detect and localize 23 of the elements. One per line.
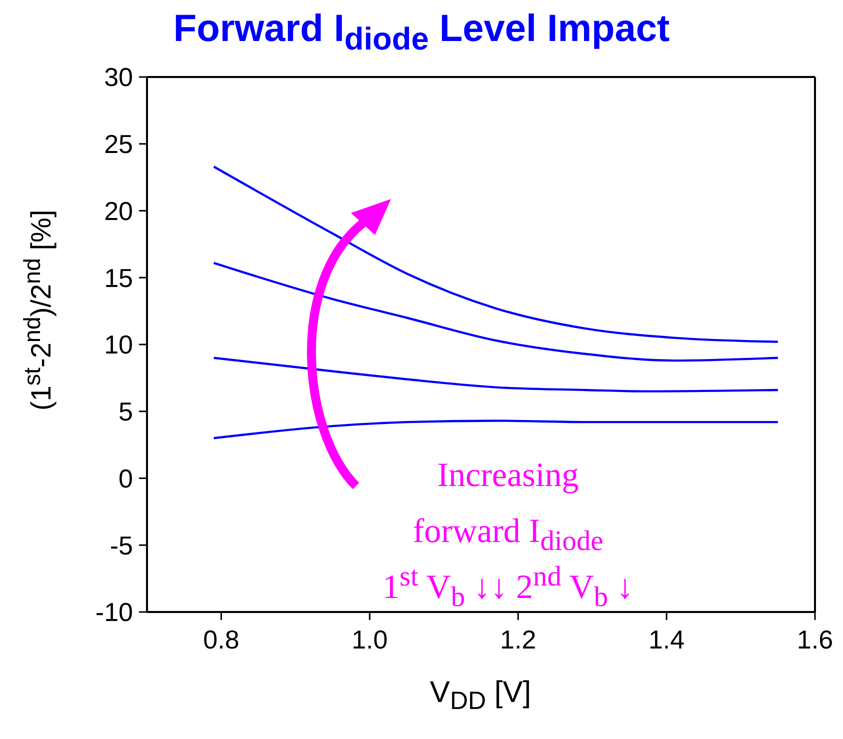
annotation: forward I$_{diode}$	[412, 512, 604, 559]
x-axis-title: V$_{DD}$ [V]	[428, 676, 532, 716]
y-tick-label: -10	[95, 597, 133, 628]
y-tick-label: 5	[118, 396, 133, 427]
x-tick-label: 0.8	[203, 624, 240, 654]
annotation: Increasing	[436, 456, 580, 496]
line-series	[212, 356, 779, 392]
y-tick-label: 15	[104, 262, 133, 293]
line-series	[212, 262, 779, 362]
y-tick-label: 0	[118, 463, 133, 494]
text: 1$^{st}$ V$_{b}$ ↓↓ 2$^{nd}$ V$_{b}$ ↓	[382, 562, 634, 613]
x-tick-label: 1.6	[796, 624, 834, 654]
x-tick-label: 1.4	[648, 624, 685, 654]
x-tick-label: 1.0	[352, 624, 388, 654]
y-tick-label: 25	[104, 129, 133, 160]
y-tick-label: -5	[110, 530, 133, 560]
line-series	[212, 420, 779, 440]
y-tick-label: 10	[104, 330, 133, 360]
y-tick-label: 20	[104, 196, 133, 226]
y-tick-label: 30	[104, 62, 133, 92]
x-tick-label: 1.2	[500, 624, 536, 654]
chart-title: Forward I$_{diode}$ Level Impact	[172, 8, 671, 58]
line-series	[212, 166, 779, 343]
